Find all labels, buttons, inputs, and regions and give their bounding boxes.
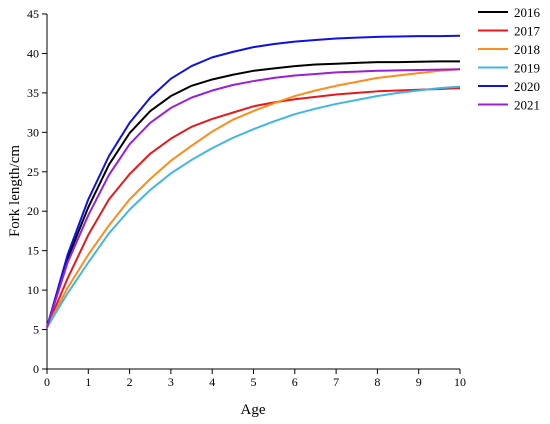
x-tick-label: 5 [251, 375, 257, 389]
series-line-2021 [46, 68, 461, 328]
legend: 2016 2017 2018 2019 2020 2021 [478, 5, 541, 113]
x-tick-label: 10 [454, 375, 466, 389]
x-tick-label: 7 [333, 375, 339, 389]
y-tick-label: 10 [27, 283, 39, 297]
series-line-2016 [46, 60, 460, 328]
y-tick-label: 25 [27, 165, 39, 179]
y-tick-label: 5 [33, 323, 39, 337]
series-line-2018 [46, 68, 461, 328]
x-tick-label: 3 [168, 375, 174, 389]
y-tick-label: 45 [27, 7, 39, 21]
series-line-2019 [46, 85, 461, 328]
legend-label-2018: 2018 [514, 42, 540, 57]
x-tick-label: 9 [416, 375, 422, 389]
y-axis-label: Fork length/cm [7, 145, 23, 237]
series-layer [46, 34, 461, 328]
legend-label-2019: 2019 [514, 61, 540, 76]
y-tick-label: 20 [27, 204, 39, 218]
legend-label-2020: 2020 [514, 79, 540, 94]
x-tick-label: 1 [85, 375, 91, 389]
x-axis-label: Age [241, 402, 266, 418]
x-tick-label: 0 [44, 375, 50, 389]
legend-label-2017: 2017 [514, 24, 541, 39]
series-line-2017 [46, 87, 461, 328]
x-tick-label: 4 [209, 375, 215, 389]
legend-label-2016: 2016 [514, 5, 541, 20]
y-tick-label: 35 [27, 86, 39, 100]
legend-label-2021: 2021 [514, 98, 540, 113]
x-tick-label: 8 [374, 375, 380, 389]
series-line-2020 [46, 34, 461, 328]
x-tick-label: 2 [127, 375, 133, 389]
y-tick-label: 15 [27, 244, 39, 258]
y-tick-label: 0 [33, 362, 39, 376]
x-tick-label: 6 [292, 375, 298, 389]
y-tick-label: 40 [27, 46, 39, 60]
y-tick-label: 30 [27, 125, 39, 139]
